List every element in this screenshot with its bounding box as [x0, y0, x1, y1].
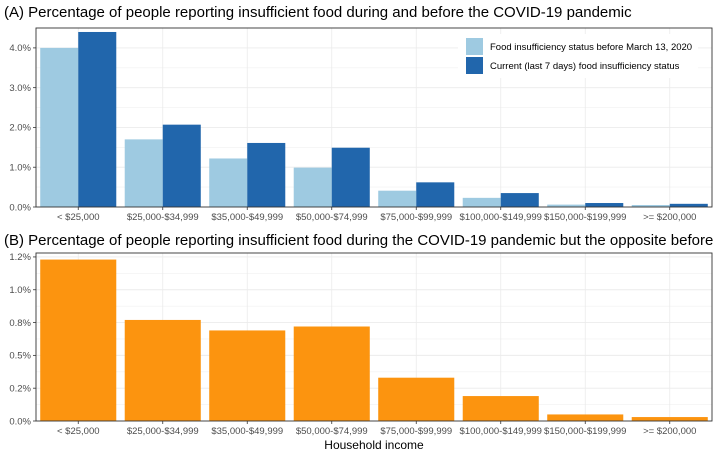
- legend-label: Current (last 7 days) food insufficiency…: [490, 61, 680, 72]
- bar: [500, 193, 539, 207]
- y-tick-label: 3.0%: [9, 83, 31, 94]
- panel-a: (A) Percentage of people reporting insuf…: [4, 4, 713, 223]
- bar: [78, 31, 117, 207]
- bar: [293, 167, 332, 207]
- x-tick-label: $150,000-$199,999: [544, 426, 626, 437]
- legend-key: [466, 38, 483, 55]
- bar: [378, 377, 455, 421]
- legend: Food insufficiency status before March 1…: [458, 34, 698, 78]
- bar: [124, 139, 163, 207]
- bar: [669, 203, 708, 207]
- bar: [585, 203, 624, 207]
- x-tick-label: $35,000-$49,999: [211, 212, 283, 223]
- bar: [462, 197, 501, 207]
- y-tick-label: 0.5%: [9, 351, 31, 362]
- x-tick-label: $35,000-$49,999: [211, 426, 283, 437]
- y-tick-label: 0.0%: [9, 202, 31, 213]
- x-axis-label: Household income: [324, 438, 424, 452]
- bar: [462, 396, 539, 421]
- bar: [331, 147, 370, 207]
- y-tick-label: 0.0%: [9, 416, 31, 427]
- plot-border: [35, 252, 713, 422]
- panel-b: (B) Percentage of people reporting insuf…: [4, 232, 713, 452]
- y-tick-label: 1.0%: [9, 163, 31, 174]
- legend-background: [458, 34, 698, 78]
- x-tick-label: $100,000-$149,999: [460, 212, 542, 223]
- x-tick-label: < $25,000: [57, 426, 100, 437]
- bar: [547, 414, 624, 421]
- y-tick-label: 4.0%: [9, 43, 31, 54]
- y-tick-label: 1.2%: [9, 252, 31, 263]
- panel-title: (B) Percentage of people reporting insuf…: [4, 232, 713, 249]
- bar: [40, 47, 79, 208]
- y-tick-label: 0.8%: [9, 318, 31, 329]
- legend-key: [466, 57, 483, 74]
- panel-title: (A) Percentage of people reporting insuf…: [4, 4, 632, 21]
- bar: [631, 205, 670, 207]
- y-tick-label: 0.2%: [9, 383, 31, 394]
- x-tick-label: $75,000-$99,999: [380, 212, 452, 223]
- bar: [293, 326, 370, 421]
- bar: [631, 417, 708, 421]
- bar: [40, 259, 117, 421]
- plot-border: [35, 27, 713, 208]
- bar: [416, 182, 455, 207]
- bar: [247, 142, 286, 207]
- bar: [162, 124, 201, 207]
- x-tick-label: $100,000-$149,999: [460, 426, 542, 437]
- x-tick-label: < $25,000: [57, 212, 100, 223]
- y-tick-label: 2.0%: [9, 123, 31, 134]
- x-tick-label: $25,000-$34,999: [127, 212, 199, 223]
- x-tick-label: $50,000-$74,999: [296, 426, 368, 437]
- x-tick-label: $150,000-$199,999: [544, 212, 626, 223]
- x-tick-label: >= $200,000: [643, 212, 696, 223]
- bar: [209, 158, 248, 207]
- y-tick-label: 1.0%: [9, 285, 31, 296]
- bar: [124, 319, 201, 421]
- x-tick-label: $25,000-$34,999: [127, 426, 199, 437]
- x-tick-label: $75,000-$99,999: [380, 426, 452, 437]
- bar: [547, 204, 586, 207]
- bar: [209, 330, 286, 421]
- x-tick-label: $50,000-$74,999: [296, 212, 368, 223]
- bar: [378, 190, 417, 207]
- legend-label: Food insufficiency status before March 1…: [490, 42, 692, 53]
- x-tick-label: >= $200,000: [643, 426, 696, 437]
